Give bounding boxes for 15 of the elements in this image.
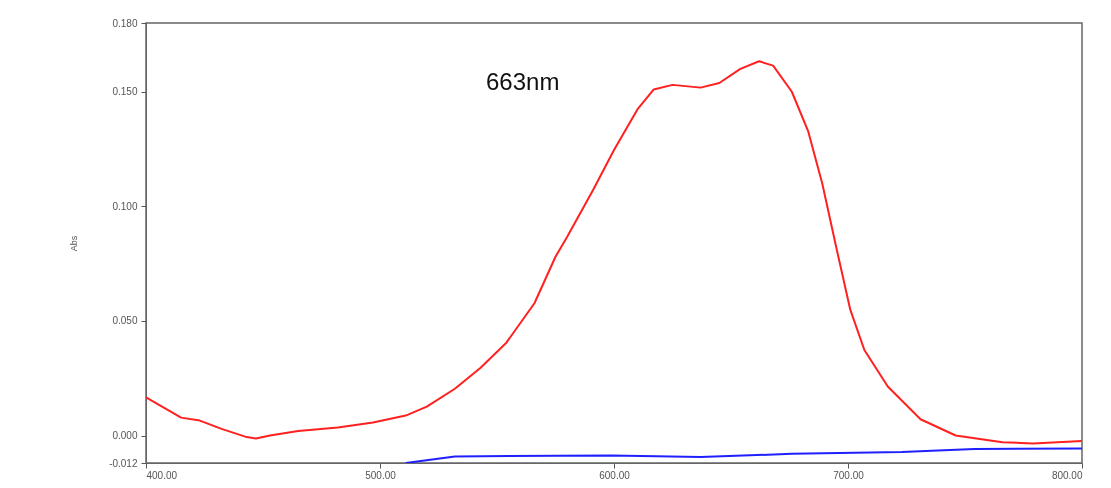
x-tick-label: 800.00 (1051, 469, 1083, 481)
y-tick-label: 0.000 (112, 430, 138, 441)
x-tick-label: 600.00 (599, 469, 631, 481)
annotation: 663nm (486, 68, 560, 95)
y-tick-label: 0.100 (112, 200, 138, 212)
line-series (404, 447, 1082, 463)
y-tick-label: 0.180 (112, 17, 138, 29)
y-tick-label: 0.150 (112, 86, 138, 98)
x-tick-label: 500.00 (365, 469, 397, 481)
line-series (146, 60, 1082, 445)
y-tick-label: -0.012 (109, 457, 138, 469)
x-tick-label: 700.00 (833, 469, 865, 481)
y-tick-label: 0.050 (112, 315, 138, 327)
y-axis-title: Abs (69, 235, 80, 252)
x-tick-label: 400.00 (146, 469, 178, 481)
